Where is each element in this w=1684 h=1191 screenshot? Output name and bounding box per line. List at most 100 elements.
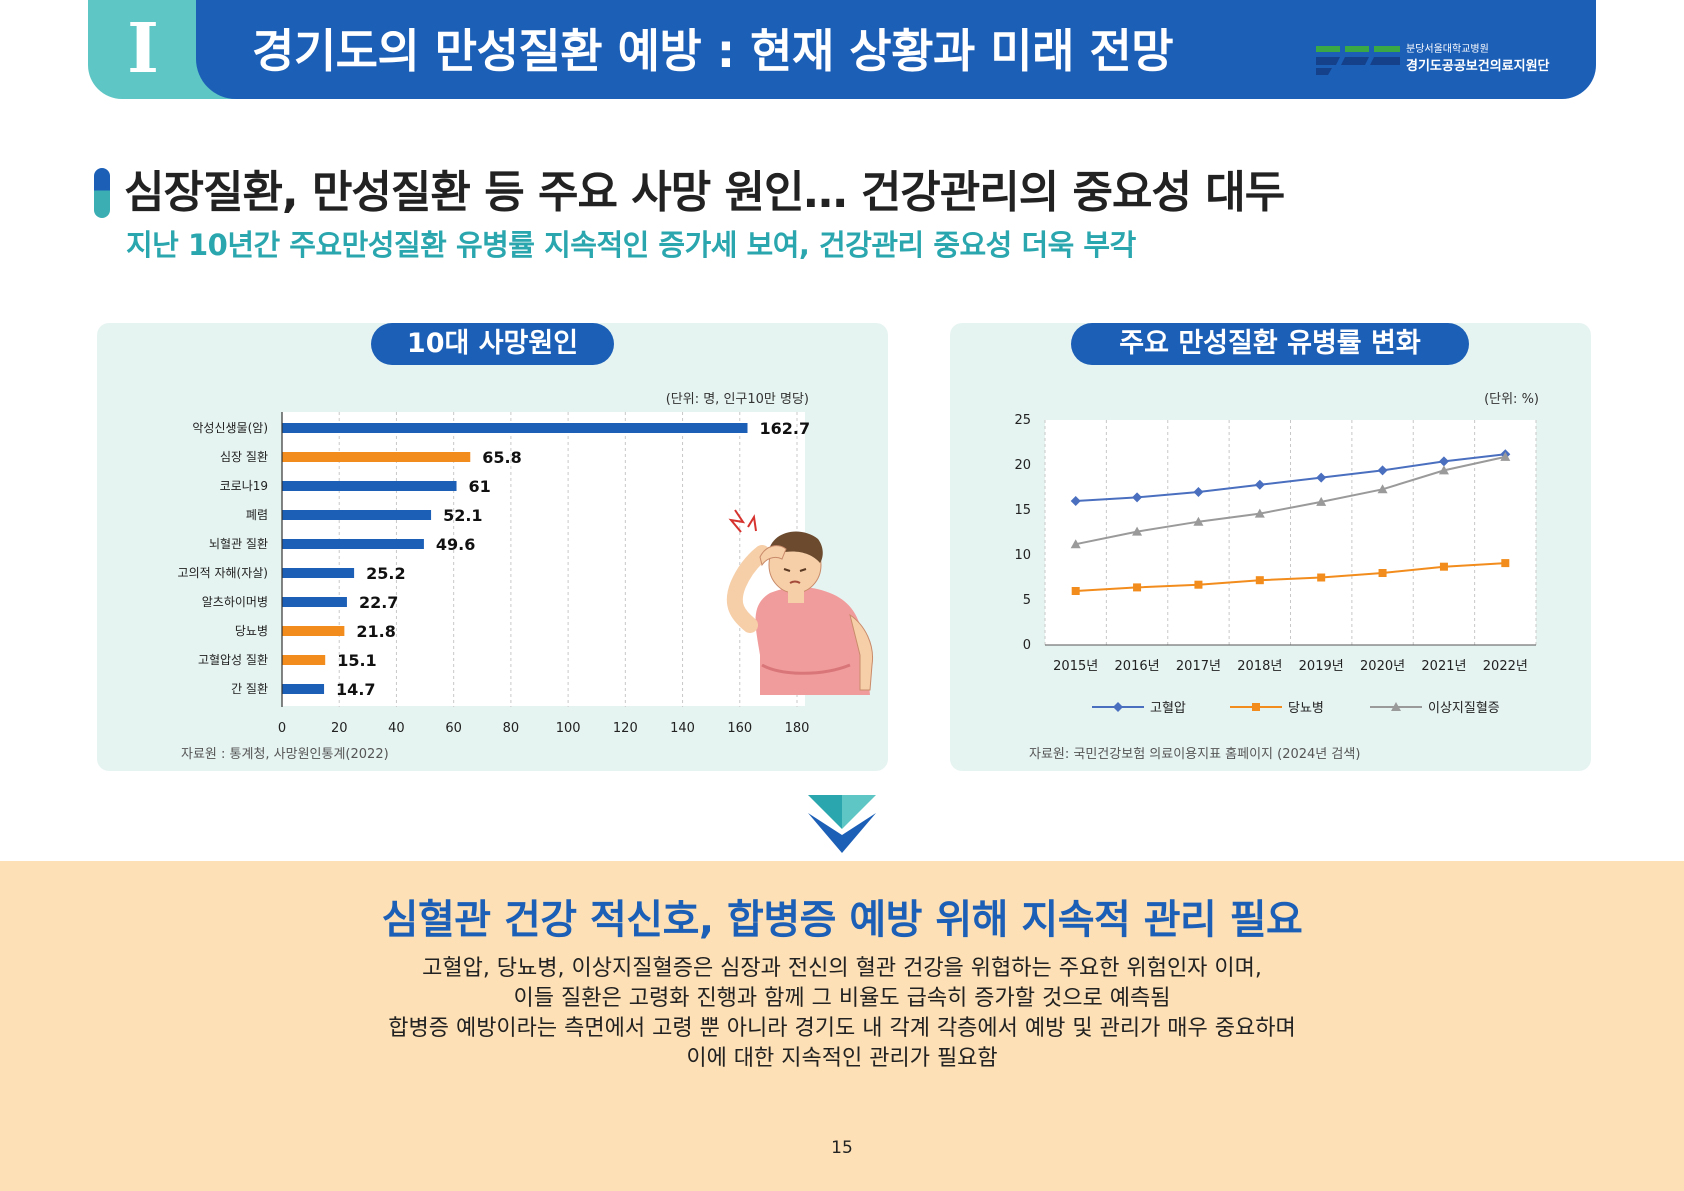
line-x-tick-label: 2016년 xyxy=(1115,659,1160,674)
left-chart-unit: (단위: 명, 인구10만 명당) xyxy=(665,392,809,407)
bar-category-label: 알츠하이머병 xyxy=(202,595,268,609)
series-point xyxy=(1193,487,1204,497)
bar-x-tick-label: 100 xyxy=(556,721,581,736)
line-y-tick-label: 15 xyxy=(1014,503,1031,518)
line-x-tick-label: 2022년 xyxy=(1483,659,1528,674)
line-x-tick-label: 2021년 xyxy=(1421,659,1466,674)
headline-marker xyxy=(94,168,110,218)
bar-value-label: 49.6 xyxy=(436,535,475,554)
bar xyxy=(282,481,457,491)
bar-category-label: 악성신생물(암) xyxy=(192,421,268,435)
series-point xyxy=(1254,508,1265,518)
org-name-hospital: 분당서울대학교병원 xyxy=(1406,44,1489,55)
bar xyxy=(282,568,355,578)
legend-label: 고혈압 xyxy=(1150,701,1186,716)
bar-category-label: 당뇨병 xyxy=(235,624,268,638)
series-point xyxy=(1438,465,1449,475)
bar-value-label: 52.1 xyxy=(443,506,482,525)
bar-x-tick-label: 180 xyxy=(785,721,810,736)
person-headache-illustration xyxy=(726,509,874,695)
line-y-tick-label: 20 xyxy=(1014,458,1031,473)
bar-category-label: 뇌혈관 질환 xyxy=(209,537,268,551)
bar-category-label: 심장 질환 xyxy=(220,450,268,464)
bar-category-label: 고의적 자해(자살) xyxy=(178,566,268,580)
org-logo-icon xyxy=(1316,46,1400,75)
bar-category-label: 고혈압성 질환 xyxy=(198,653,268,667)
right-chart-title: 주요 만성질환 유병률 변화 xyxy=(1071,323,1469,365)
bar xyxy=(282,597,347,607)
series-point xyxy=(1132,526,1143,536)
bar-value-label: 65.8 xyxy=(482,448,521,467)
series-point xyxy=(1500,451,1511,461)
bar xyxy=(282,510,432,520)
org-name-center: 경기도공공보건의료지원단 xyxy=(1406,59,1550,74)
right-chart-unit: (단위: %) xyxy=(1484,392,1539,407)
series-point xyxy=(1501,559,1510,568)
line-x-tick-label: 2015년 xyxy=(1053,659,1098,674)
bar xyxy=(282,626,345,636)
series-point xyxy=(1070,539,1081,549)
series-point xyxy=(1254,479,1265,490)
page-title: 경기도의 만성질환 예방 : 현재 상황과 미래 전망 xyxy=(252,24,1174,78)
down-arrow-icon xyxy=(808,795,876,853)
legend-label: 이상지질혈증 xyxy=(1428,701,1500,716)
conclusion-line-4: 이에 대한 지속적인 관리가 필요함 xyxy=(686,1046,998,1071)
bar-x-tick-label: 40 xyxy=(388,721,405,736)
conclusion-line-1: 고혈압, 당뇨병, 이상지질혈증은 심장과 전신의 혈관 건강을 위협하는 주요… xyxy=(422,956,1262,981)
legend-label: 당뇨병 xyxy=(1288,701,1324,716)
section-numeral: I xyxy=(127,9,159,89)
bar-value-label: 21.8 xyxy=(356,622,395,641)
line-y-tick-label: 0 xyxy=(1023,638,1031,653)
bar-x-tick-label: 60 xyxy=(445,721,462,736)
series-point xyxy=(1255,576,1264,585)
bar-value-label: 22.7 xyxy=(359,593,398,612)
series-point xyxy=(1378,569,1387,577)
bar-value-label: 25.2 xyxy=(366,564,405,583)
bar-value-label: 15.1 xyxy=(337,651,376,670)
bar xyxy=(282,452,471,462)
series-point xyxy=(1316,472,1327,483)
bar-value-label: 162.7 xyxy=(760,419,811,438)
conclusion-title: 심혈관 건강 적신호, 합병증 예방 위해 지속적 관리 필요 xyxy=(381,897,1303,943)
series-point xyxy=(1316,496,1327,506)
left-chart-source: 자료원 : 통계청, 사망원인통계(2022) xyxy=(181,747,389,762)
line-y-tick-label: 25 xyxy=(1014,413,1031,428)
bar-x-tick-label: 160 xyxy=(727,721,752,736)
line-y-tick-label: 10 xyxy=(1014,548,1031,563)
series-point xyxy=(1317,573,1326,582)
bar-value-label: 14.7 xyxy=(336,680,375,699)
bar-category-label: 코로나19 xyxy=(220,479,268,493)
series-line xyxy=(1075,562,1506,592)
bar-x-tick-label: 120 xyxy=(613,721,638,736)
bar xyxy=(282,655,326,665)
series-point xyxy=(1438,456,1449,467)
line-x-tick-label: 2018년 xyxy=(1237,659,1282,674)
bar-category-label: 폐렴 xyxy=(246,508,268,522)
bar-x-tick-label: 140 xyxy=(670,721,695,736)
bar-x-tick-label: 20 xyxy=(331,721,348,736)
line-x-tick-label: 2019년 xyxy=(1299,659,1344,674)
bar xyxy=(282,423,748,433)
left-chart-title: 10대 사망원인 xyxy=(371,323,614,365)
series-point xyxy=(1071,587,1080,595)
legend-marker xyxy=(1252,703,1260,711)
series-point xyxy=(1377,484,1388,494)
chronic-disease-line-chart: 0 5 10 15 20 25 2015년 2016년 2017년 2018년 2019년 2020… xyxy=(1014,413,1537,716)
series-point xyxy=(1439,562,1448,571)
series-point xyxy=(1193,516,1204,526)
series-point xyxy=(1070,496,1081,506)
conclusion-line-3: 합병증 예방이라는 측면에서 고령 뿐 아니라 경기도 내 각계 각층에서 예방… xyxy=(388,1016,1296,1041)
series-line xyxy=(1075,453,1506,502)
series-line xyxy=(1075,455,1506,546)
bar xyxy=(282,539,424,549)
right-chart-source: 자료원: 국민건강보험 의료이용지표 홈페이지 (2024년 검색) xyxy=(1029,747,1361,762)
legend-marker xyxy=(1113,702,1123,712)
bar-x-tick-label: 80 xyxy=(503,721,520,736)
headline: 심장질환, 만성질환 등 주요 사망 원인… 건강관리의 중요성 대두 xyxy=(124,167,1285,218)
conclusion-line-2: 이들 질환은 고령화 진행과 함께 그 비율도 급속히 증가할 것으로 예측됨 xyxy=(513,986,1171,1011)
bar-category-label: 간 질환 xyxy=(231,682,268,696)
legend-marker xyxy=(1391,702,1401,711)
series-point xyxy=(1133,583,1142,592)
bar xyxy=(282,684,325,694)
